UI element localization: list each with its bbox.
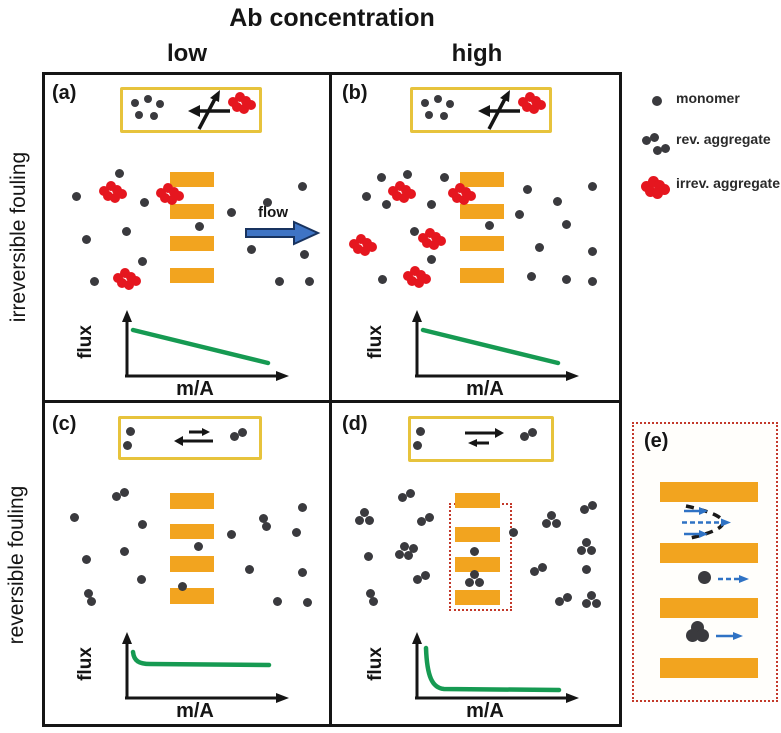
membrane-bar — [460, 204, 504, 219]
membrane-bar — [660, 598, 758, 618]
flux-axis-label: flux — [365, 647, 386, 681]
row-label-irreversible: irreversible fouling — [7, 151, 30, 323]
flux-graph-a — [122, 310, 289, 381]
membrane-bar — [460, 268, 504, 283]
reaction-box-b — [410, 87, 552, 133]
reaction-box-c — [118, 416, 262, 460]
panel-e-letter: (e) — [644, 430, 669, 452]
membrane-bar — [170, 172, 214, 187]
membrane-bar — [460, 236, 504, 251]
grid-vertical-divider — [329, 72, 332, 727]
flux-graph-d — [412, 632, 579, 703]
legend-label-irrev-aggregate: irrev. aggregate — [676, 175, 781, 191]
panel-a-letter: (a) — [52, 82, 77, 104]
no-reverse-arrow-icon — [188, 90, 230, 130]
mA-axis-label: m/A — [176, 700, 214, 722]
mA-axis-label: m/A — [466, 700, 504, 722]
reaction-box-d — [408, 416, 554, 462]
column-label-low: low — [167, 40, 207, 67]
legend-label-rev-aggregate: rev. aggregate — [676, 131, 771, 147]
membrane-bar — [455, 527, 500, 542]
flux-axis-label: flux — [75, 325, 96, 359]
membrane-bar — [460, 172, 504, 187]
flux-curve-sharp-decline — [423, 645, 562, 693]
flow-arrow-icon — [245, 220, 321, 246]
flux-curve-high-plateau — [130, 649, 272, 668]
row-label-reversible: reversible fouling — [5, 485, 28, 645]
flux-curve-linear-decline — [130, 327, 271, 366]
panel-c-letter: (c) — [52, 413, 77, 435]
membrane-bar — [170, 268, 214, 283]
membrane-bar — [455, 493, 500, 508]
grid-horizontal-divider — [42, 400, 622, 403]
panel-grid-border — [42, 72, 622, 727]
column-label-high: high — [451, 40, 503, 67]
membrane-bar — [170, 236, 214, 251]
flow-label: flow — [258, 204, 288, 221]
membrane-bar — [170, 524, 214, 539]
flux-axis-label: flux — [75, 647, 96, 681]
no-reverse-arrow-icon — [478, 90, 520, 130]
membrane-bar — [170, 204, 214, 219]
flux-graph-b — [412, 310, 579, 381]
mA-axis-label: m/A — [176, 378, 214, 400]
membrane-bar — [170, 588, 214, 604]
membrane-bar — [170, 556, 214, 572]
equilibrium-favors-aggregate-icon — [465, 428, 504, 447]
membrane-bar — [660, 658, 758, 678]
mA-axis-label: m/A — [466, 378, 504, 400]
panel-b-letter: (b) — [342, 82, 368, 104]
membrane-bar — [660, 482, 758, 502]
pore-flow-detail-icon — [682, 504, 749, 640]
membrane-bar — [170, 493, 214, 509]
figure-title: Ab concentration — [229, 4, 435, 32]
flux-graph-c — [122, 632, 289, 703]
membrane-bar — [660, 543, 758, 563]
legend-label-monomer: monomer — [676, 90, 740, 106]
flux-curve-linear-decline — [420, 327, 561, 366]
reaction-box-a — [120, 87, 262, 133]
panel-d-letter: (d) — [342, 413, 368, 435]
membrane-bar — [455, 590, 500, 605]
equilibrium-favors-monomer-icon — [174, 428, 213, 446]
membrane-bar — [455, 557, 500, 572]
flux-axis-label: flux — [365, 325, 386, 359]
